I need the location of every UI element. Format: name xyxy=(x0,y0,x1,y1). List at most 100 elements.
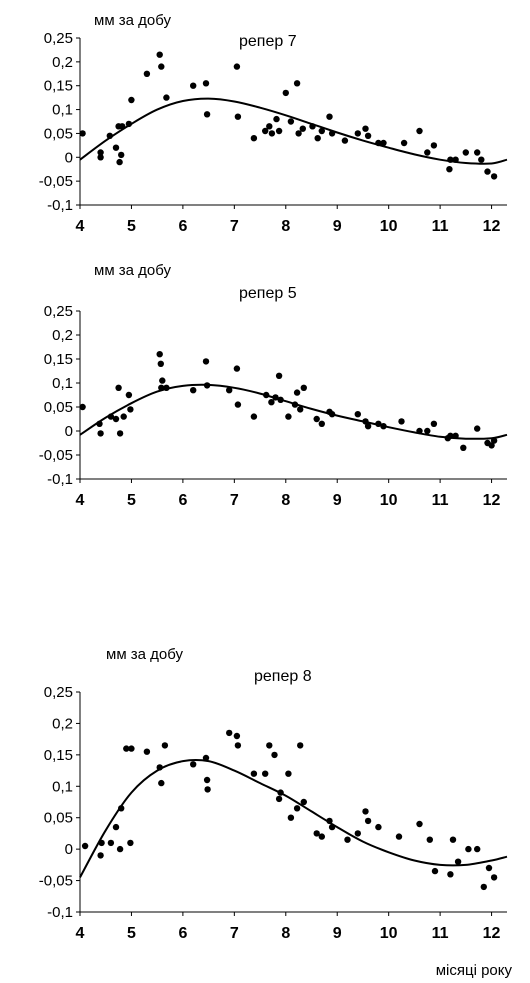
data-point xyxy=(293,805,301,812)
data-point xyxy=(447,871,454,878)
data-point xyxy=(318,420,325,427)
data-point xyxy=(485,864,493,872)
data-point xyxy=(416,427,423,435)
data-point xyxy=(107,413,115,420)
y-tick-label: -0,1 xyxy=(47,197,73,214)
data-point xyxy=(490,437,498,444)
data-point xyxy=(300,798,307,806)
data-point xyxy=(118,805,125,812)
data-point xyxy=(449,836,457,843)
x-tick-label: 11 xyxy=(432,492,449,509)
y-tick-label: -0,05 xyxy=(39,447,73,464)
data-point xyxy=(203,776,211,784)
data-point xyxy=(380,423,387,430)
data-point xyxy=(127,839,134,847)
data-point xyxy=(452,432,459,439)
data-point xyxy=(297,742,304,749)
data-points xyxy=(79,51,498,180)
data-point xyxy=(326,817,333,825)
x-tick-label: 10 xyxy=(380,492,398,509)
data-point xyxy=(106,132,114,139)
data-point xyxy=(277,789,284,796)
data-point xyxy=(128,96,135,104)
data-point xyxy=(490,874,498,881)
axes xyxy=(79,311,507,480)
y-tick-label: 0,05 xyxy=(44,125,73,142)
data-point xyxy=(190,761,197,768)
data-point xyxy=(380,139,387,147)
data-point xyxy=(234,401,242,408)
data-point xyxy=(424,427,431,435)
data-point xyxy=(226,729,233,737)
data-point xyxy=(328,411,336,418)
data-point xyxy=(400,139,408,147)
data-point xyxy=(465,845,472,853)
x-tick-label: 5 xyxy=(127,925,136,942)
data-point xyxy=(273,115,280,123)
data-point xyxy=(287,814,295,821)
data-point xyxy=(313,415,320,423)
data-point xyxy=(478,156,485,163)
data-point xyxy=(362,808,369,815)
y-axis-label: мм за добу xyxy=(94,12,172,29)
y-tick-label: -0,05 xyxy=(39,873,73,890)
data-point xyxy=(318,127,325,135)
x-tick-label: 9 xyxy=(333,218,342,235)
data-point xyxy=(112,823,120,831)
data-point xyxy=(161,742,169,749)
data-point xyxy=(128,745,135,752)
data-point xyxy=(156,51,163,58)
y-tick-labels: -0,1 -0,05 0 0,05 0,1 0,15 0,2 0,25 xyxy=(39,30,80,214)
x-tick-labels: 4 5 6 7 8 9 10 11 12 xyxy=(76,479,501,509)
data-point xyxy=(328,130,336,137)
data-point xyxy=(354,130,361,137)
y-tick-label: 0,15 xyxy=(44,747,73,764)
data-point xyxy=(447,432,454,439)
data-point xyxy=(326,113,333,120)
data-point xyxy=(233,63,241,70)
data-point xyxy=(79,403,86,411)
data-point xyxy=(250,413,258,420)
data-point xyxy=(115,384,122,391)
data-point xyxy=(234,113,242,120)
y-tick-labels: -0,1 -0,05 0 0,05 0,1 0,15 0,2 0,25 xyxy=(39,684,80,921)
data-point xyxy=(282,89,289,97)
data-point xyxy=(112,415,120,423)
data-point xyxy=(163,94,170,101)
data-point xyxy=(143,70,151,78)
data-point xyxy=(127,406,134,413)
data-point xyxy=(293,80,301,87)
trend-line xyxy=(79,758,508,878)
x-tick-label: 8 xyxy=(281,492,290,509)
data-point xyxy=(354,411,361,418)
x-tick-label: 7 xyxy=(230,492,239,509)
data-point xyxy=(271,751,278,759)
x-tick-labels: 4 5 6 7 8 9 10 11 12 xyxy=(76,205,501,235)
data-point xyxy=(395,833,403,840)
data-point xyxy=(416,127,423,135)
x-tick-label: 12 xyxy=(483,492,501,509)
data-point xyxy=(291,401,299,408)
trend-line xyxy=(79,97,508,165)
chart-title: репер 7 xyxy=(239,33,297,50)
data-point xyxy=(202,754,210,762)
data-point xyxy=(250,135,258,142)
y-tick-labels: -0,1 -0,05 0 0,05 0,1 0,15 0,2 0,25 xyxy=(39,303,80,488)
data-point xyxy=(107,839,115,847)
data-point xyxy=(159,377,166,384)
x-tick-label: 10 xyxy=(380,218,398,235)
y-tick-label: 0,05 xyxy=(44,810,73,827)
data-point xyxy=(313,830,320,837)
data-point xyxy=(262,127,269,135)
data-point xyxy=(158,384,165,391)
data-points xyxy=(81,729,498,891)
data-point xyxy=(275,372,283,379)
data-points xyxy=(79,351,498,451)
data-point xyxy=(268,399,275,406)
chart-title: репер 8 xyxy=(254,668,312,685)
data-point xyxy=(300,384,307,391)
data-point xyxy=(474,425,481,432)
chart-panel-reper-8: мм за добу репер 8 -0,1 -0,05 0 0,05 0,1 0,15… xyxy=(39,646,508,942)
y-tick-label: 0,05 xyxy=(44,399,73,416)
x-tick-label: 8 xyxy=(281,925,290,942)
